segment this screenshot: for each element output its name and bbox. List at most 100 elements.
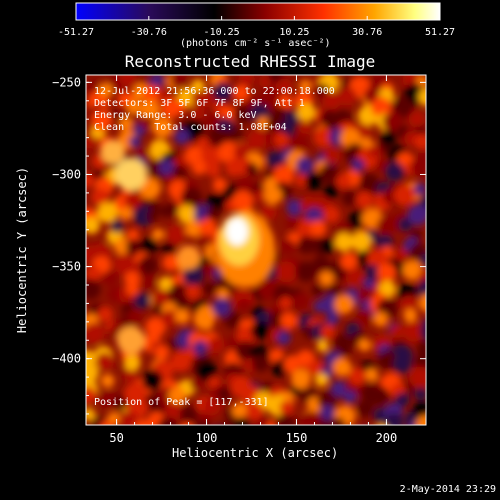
heatmap-cell — [382, 111, 404, 133]
heatmap-cell — [319, 404, 336, 420]
heatmap-cell — [413, 182, 426, 196]
heatmap-cell — [296, 102, 316, 122]
heatmap-cell — [384, 161, 405, 182]
heatmap-cell — [247, 129, 268, 150]
heatmap-cell — [279, 296, 293, 310]
heatmap-cells — [86, 75, 426, 441]
annotation-time: 12-Jul-2012 21:56:36.000 to 22:00:18.000 — [94, 86, 335, 97]
heatmap-cell — [177, 204, 197, 224]
heatmap-cell — [349, 429, 361, 441]
heatmap-cell — [212, 297, 232, 317]
heatmap-cell — [305, 173, 323, 191]
colorbar: -51.27 -30.76 -10.25 10.25 30.76 51.27 — [58, 2, 455, 38]
heatmap-cell — [140, 116, 154, 130]
footer-timestamp: 2-May-2014 23:29 — [399, 484, 496, 495]
heatmap-cell — [394, 248, 408, 263]
heatmap-cell — [358, 338, 371, 352]
y-tick-label: −400 — [52, 352, 81, 366]
y-axis-label: Heliocentric Y (arcsec) — [15, 166, 29, 334]
heatmap-cell — [311, 284, 324, 297]
heatmap-cell — [412, 401, 426, 420]
heatmap-cell — [414, 387, 426, 401]
heatmap-cell — [297, 235, 316, 254]
heatmap-cell — [233, 105, 252, 124]
heatmap-cell — [252, 354, 270, 373]
heatmap-cell — [259, 75, 272, 88]
heatmap-cell — [238, 75, 255, 87]
heatmap-cell — [86, 386, 97, 405]
heatmap-cell — [418, 87, 426, 107]
heatmap-cell — [276, 261, 297, 283]
heatmap-cell — [91, 188, 109, 207]
heatmap-cell — [205, 206, 221, 221]
heatmap-cell — [286, 199, 304, 217]
heatmap-cell — [278, 94, 294, 110]
heatmap-cell — [198, 218, 217, 236]
colorbar-tick-label: 51.27 — [425, 27, 455, 38]
heatmap-cell — [407, 204, 426, 226]
heatmap-cell — [245, 162, 259, 176]
heatmap-cell — [168, 386, 186, 405]
heatmap-cell — [377, 263, 397, 283]
heatmap-cell — [217, 141, 240, 164]
heatmap-cell — [273, 132, 289, 148]
heatmap-cell — [230, 127, 244, 140]
heatmap-cell — [124, 369, 138, 383]
heatmap-cell — [319, 271, 334, 287]
heatmap-cell — [95, 352, 114, 371]
peak-position-label: Position of Peak = [117,-331] — [94, 397, 269, 408]
heatmap-cell — [365, 368, 379, 382]
heatmap-cell — [179, 405, 198, 424]
heatmap-cell — [376, 215, 396, 236]
heatmap-cell — [266, 150, 283, 168]
heatmap-cell — [414, 133, 426, 150]
heatmap-cell — [97, 306, 114, 322]
colorbar-tick-label: 10.25 — [279, 27, 309, 38]
heatmap-cell — [332, 417, 346, 425]
heatmap-cell — [365, 264, 381, 280]
heatmap-cell — [336, 340, 352, 356]
heatmap-cell — [279, 400, 294, 415]
heatmap-cell — [369, 385, 390, 406]
heatmap-cell — [295, 156, 314, 175]
heatmap-cell — [125, 282, 140, 296]
heatmap-cell — [236, 326, 255, 345]
y-tick-label: −300 — [52, 167, 81, 181]
heatmap-cell — [100, 373, 115, 388]
annotation-clean: Clean Total counts: 1.08E+04 — [94, 122, 287, 133]
heatmap-cell — [182, 265, 204, 287]
heatmap-cell — [86, 322, 105, 344]
bright-patch — [176, 245, 201, 270]
heatmap-cell — [220, 422, 233, 425]
heatmap-cell — [202, 261, 217, 276]
heatmap-cell — [285, 216, 299, 230]
heatmap-cell — [196, 360, 217, 381]
heatmap-cell — [395, 392, 410, 407]
heatmap-cell — [418, 294, 426, 313]
annotation-detectors: Detectors: 3F 5F 6F 7F 8F 9F, Att 1 — [94, 98, 305, 109]
heatmap-cell — [198, 314, 214, 331]
heatmap-cell — [340, 252, 358, 270]
x-axis-label: Heliocentric X (arcsec) — [172, 446, 339, 460]
heatmap-cell — [371, 97, 392, 117]
heatmap-cell — [410, 228, 423, 241]
heatmap-cell — [320, 324, 335, 340]
heatmap-cell — [212, 82, 233, 102]
x-tick-label: 200 — [376, 431, 398, 445]
heatmap-cell — [99, 390, 118, 409]
heatmap-cell — [299, 79, 312, 92]
heatmap-cell — [141, 369, 163, 391]
heatmap-cell — [145, 316, 166, 338]
heatmap-plot: 50 100 150 200 −250 −300 −350 −400 — [52, 74, 427, 445]
heatmap-cell — [310, 219, 327, 237]
heatmap-cell — [320, 294, 341, 315]
peak-center — [226, 217, 249, 246]
heatmap-cell — [114, 238, 131, 255]
heatmap-cell — [338, 87, 357, 106]
heatmap-cell — [390, 324, 404, 338]
heatmap-cell — [128, 135, 142, 148]
heatmap-cell — [379, 280, 396, 298]
heatmap-cell — [368, 144, 381, 158]
bright-patch — [114, 158, 147, 191]
heatmap-cell — [185, 220, 203, 238]
